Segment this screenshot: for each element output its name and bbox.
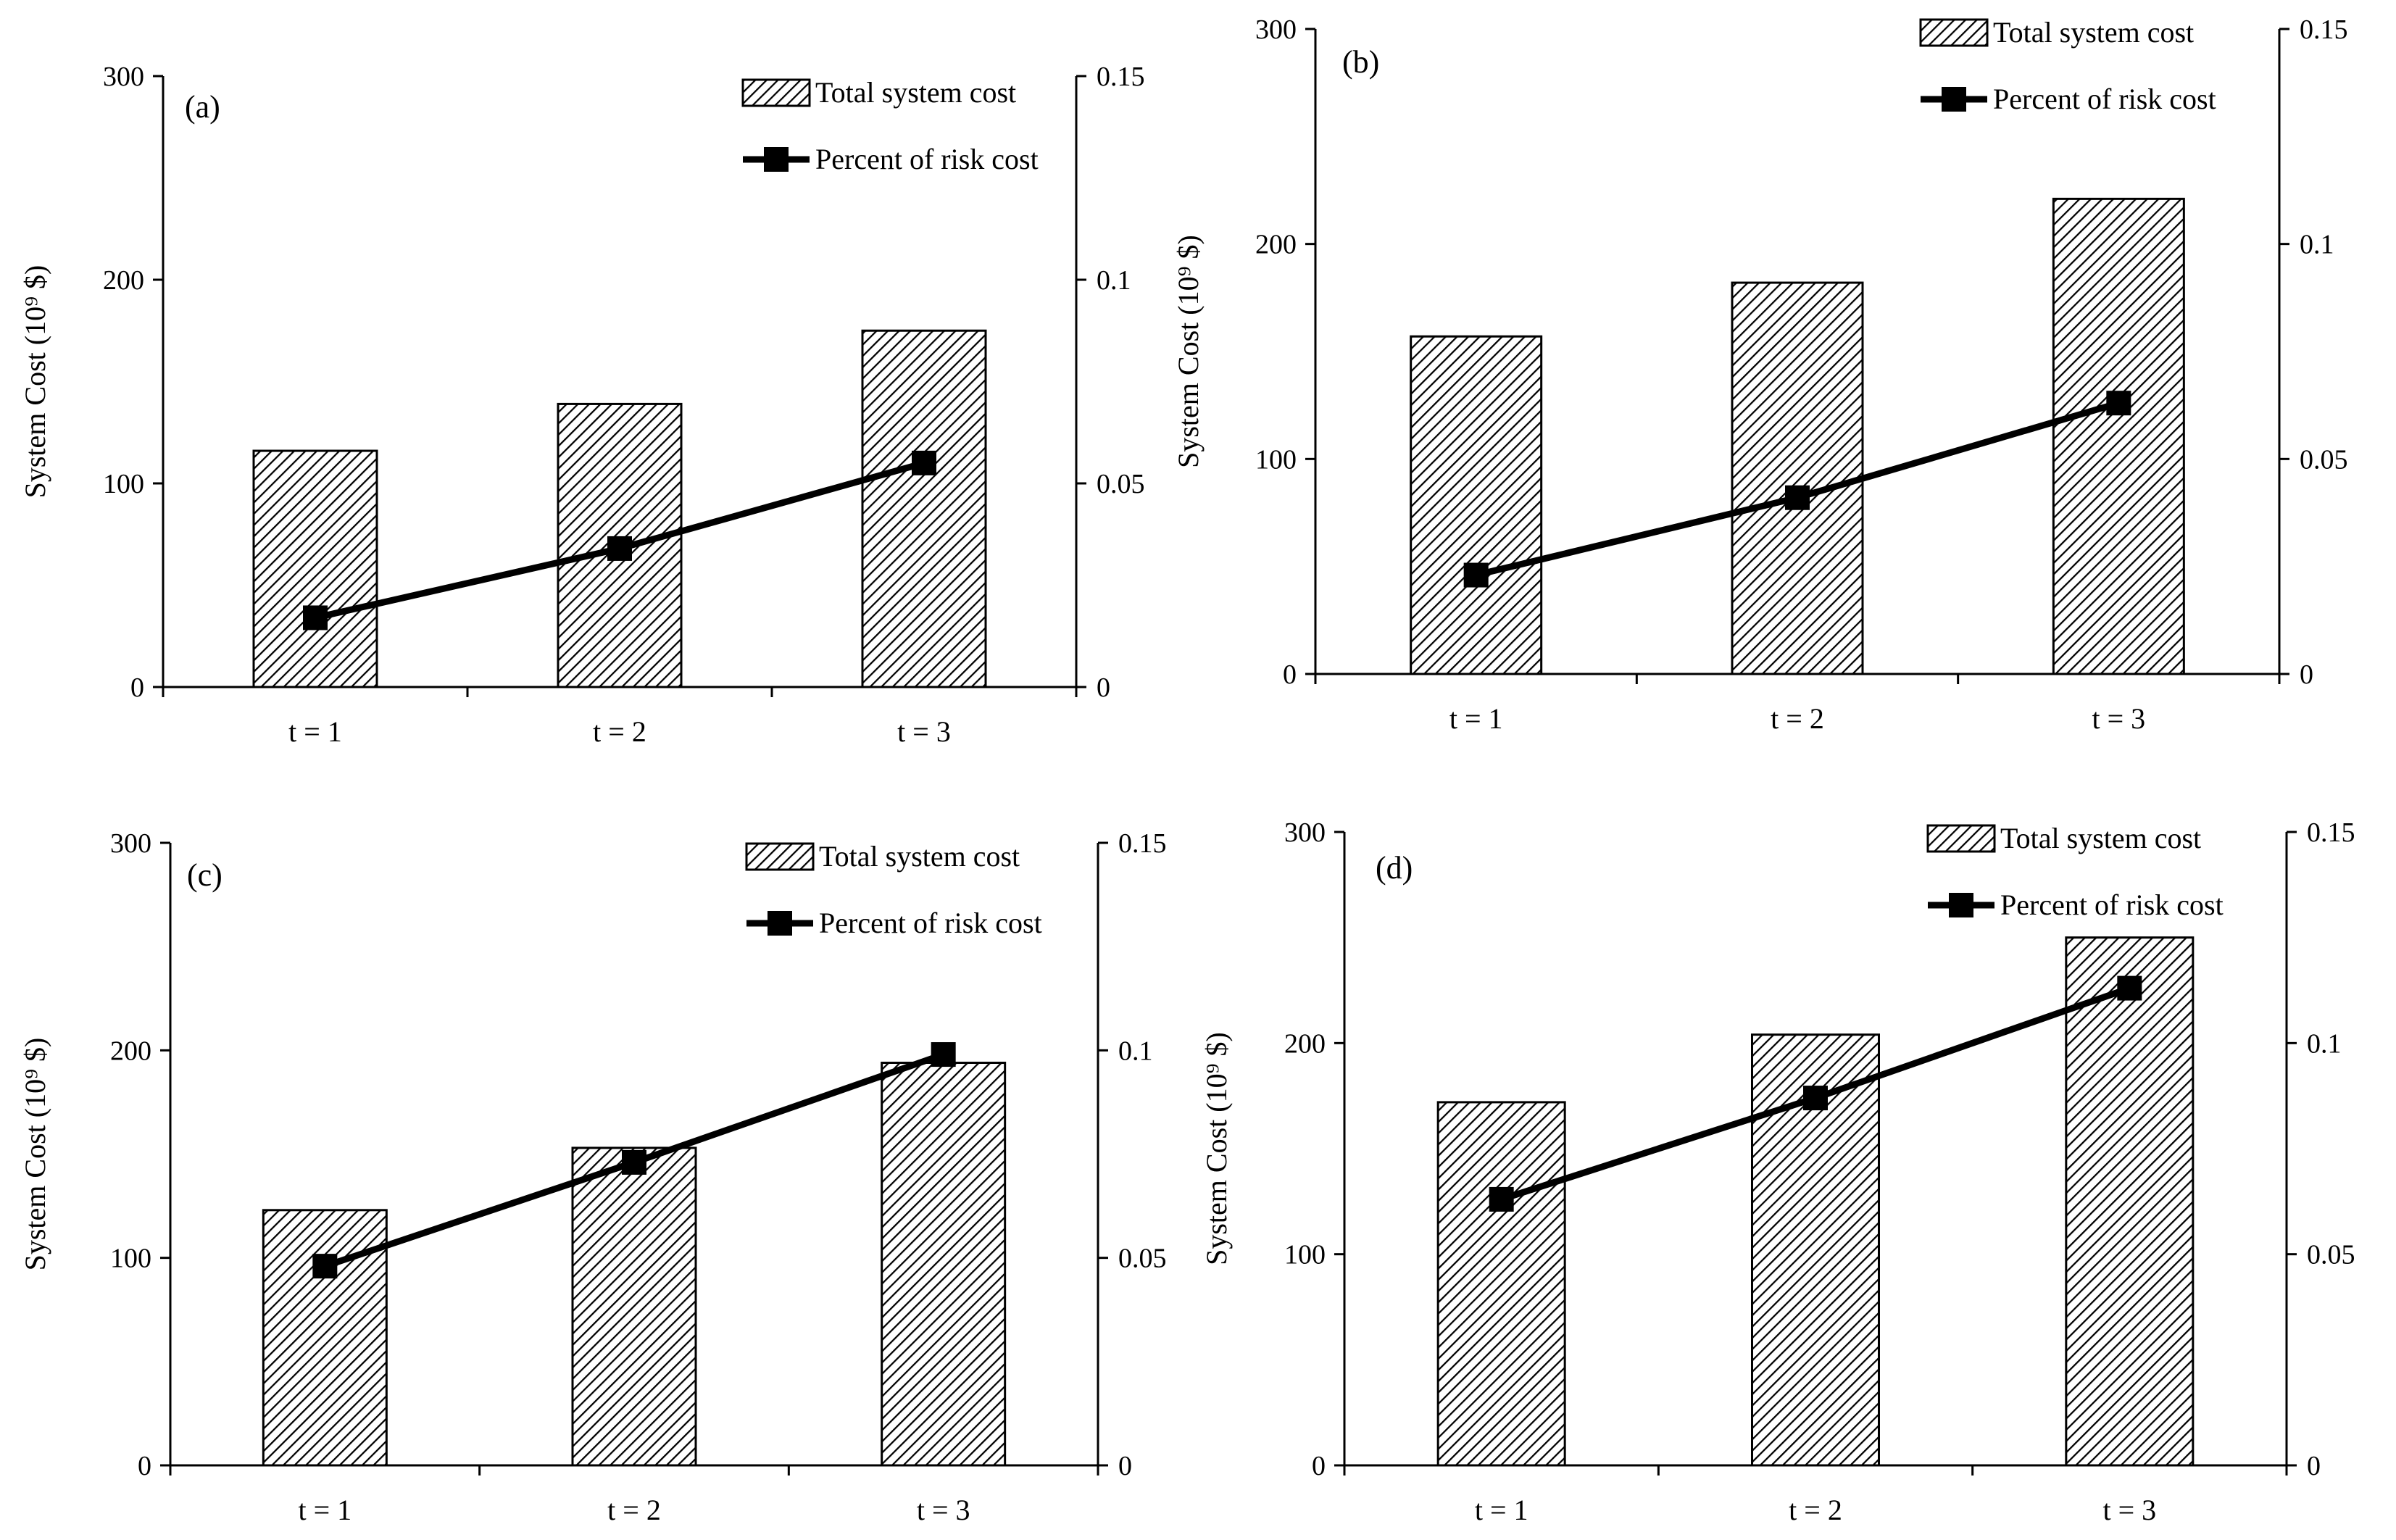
legend-bar-label: Total system cost (1993, 16, 2194, 49)
left-tick-label: 200 (1284, 1028, 1326, 1059)
right-tick-label: 0.05 (1097, 469, 1145, 499)
bar-3 (881, 1062, 1007, 1467)
right-tick-label: 0.15 (2300, 14, 2348, 45)
bar-3 (861, 329, 987, 688)
x-tick-label: t = 1 (298, 1494, 352, 1526)
left-tick-label: 100 (110, 1244, 151, 1274)
bar-2 (1731, 281, 1864, 675)
x-tick-label: t = 1 (288, 715, 342, 748)
left-tick-label: 300 (1255, 14, 1297, 45)
right-tick-label: 0.1 (1097, 265, 1131, 296)
legend-line-label: Percent of risk cost (819, 907, 1042, 939)
right-tick-label: 0.1 (2300, 230, 2334, 260)
left-tick-label: 100 (103, 469, 144, 499)
x-tick-label: t = 3 (917, 1494, 970, 1526)
legend-line-label: Percent of risk cost (2000, 888, 2224, 921)
bar-2 (571, 1146, 697, 1467)
risk-cost-marker-3 (2117, 975, 2142, 1001)
risk-cost-marker-1 (303, 605, 328, 630)
right-tick-label: 0.15 (1097, 62, 1145, 92)
right-tick-label: 0 (2300, 659, 2313, 690)
risk-cost-marker-2 (622, 1149, 646, 1175)
right-tick-label: 0.15 (2307, 817, 2355, 848)
bar-3 (2052, 197, 2185, 675)
risk-cost-marker-2 (1803, 1086, 1828, 1111)
left-tick-label: 0 (130, 673, 144, 703)
left-tick-label: 0 (1312, 1451, 1326, 1481)
legend: Total system cost Percent of risk cost (1926, 822, 2224, 921)
left-tick-label: 100 (1284, 1240, 1326, 1270)
x-tick-label: t = 2 (1789, 1494, 1842, 1526)
panel-label: (c) (187, 857, 222, 893)
legend: Total system cost Percent of risk cost (741, 76, 1039, 175)
left-tick-label: 0 (138, 1451, 151, 1481)
left-tick-label: 300 (103, 62, 144, 92)
chart-panel-b: 0 100 200 300 0 0.05 0.1 0.15 t = 1 t = 2 t = 3 Sys… (1172, 14, 2348, 735)
right-tick-label: 0.15 (1118, 828, 1167, 859)
legend-line-label: Percent of risk cost (1993, 83, 2216, 115)
legend-bar-label: Total system cost (2000, 822, 2201, 854)
risk-cost-marker-3 (912, 450, 936, 475)
right-tick-label: 0.05 (2307, 1240, 2355, 1270)
chart-panel-a: 0 100 200 300 0 0.05 0.1 0.15 t = 1 t = 2 t = 3 Sys… (19, 62, 1145, 748)
right-tick-label: 0.05 (2300, 444, 2348, 475)
left-tick-label: 200 (103, 265, 144, 296)
x-tick-label: t = 3 (2092, 702, 2145, 735)
legend-line-marker (1942, 87, 1966, 112)
left-tick-label: 300 (110, 828, 151, 859)
legend-line-marker (1949, 893, 1973, 917)
bar-1 (1436, 1101, 1566, 1467)
legend-line-marker (764, 147, 789, 172)
legend-bar-swatch (745, 842, 815, 871)
y-axis-label: System Cost (10⁹ $) (1200, 1032, 1233, 1265)
panel-label: (d) (1376, 850, 1413, 886)
left-tick-label: 200 (1255, 230, 1297, 260)
legend: Total system cost Percent of risk cost (1919, 16, 2216, 115)
right-tick-label: 0 (1118, 1451, 1132, 1481)
panel-label: (a) (185, 89, 220, 125)
x-tick-label: t = 2 (607, 1494, 661, 1526)
left-tick-label: 300 (1284, 817, 1326, 848)
risk-cost-marker-1 (1463, 562, 1489, 588)
right-tick-label: 0.05 (1118, 1244, 1167, 1274)
legend-bar-swatch (1926, 824, 1996, 853)
y-axis-label: System Cost (10⁹ $) (1172, 235, 1205, 468)
chart-panel-c: 0 100 200 300 0 0.05 0.1 0.15 t = 1 t = 2 t = 3 Sys… (19, 828, 1167, 1526)
risk-cost-marker-2 (607, 536, 632, 561)
legend-bar-label: Total system cost (819, 840, 1020, 873)
right-tick-label: 0.1 (2307, 1028, 2342, 1059)
left-tick-label: 0 (1283, 659, 1297, 690)
right-tick-label: 0 (1097, 673, 1110, 703)
risk-cost-marker-2 (1785, 485, 1810, 510)
x-tick-label: t = 1 (1449, 702, 1503, 735)
chart-panel-d: 0 100 200 300 0 0.05 0.1 0.15 t = 1 t = 2 t = 3 Sys… (1200, 817, 2355, 1526)
left-tick-label: 200 (110, 1036, 151, 1066)
risk-cost-marker-3 (931, 1042, 956, 1067)
y-axis-label: System Cost (10⁹ $) (19, 1038, 51, 1271)
risk-cost-marker-3 (2106, 391, 2131, 416)
x-tick-label: t = 2 (593, 715, 646, 748)
x-tick-label: t = 3 (897, 715, 951, 748)
x-tick-label: t = 1 (1475, 1494, 1528, 1526)
bar-1 (1410, 335, 1543, 675)
x-tick-label: t = 2 (1771, 702, 1824, 735)
legend-bar-label: Total system cost (815, 76, 1016, 109)
x-tick-label: t = 3 (2102, 1494, 2156, 1526)
legend-bar-swatch (1919, 18, 1989, 47)
bar-1 (252, 449, 378, 688)
right-tick-label: 0.1 (1118, 1036, 1153, 1066)
panel-label: (b) (1342, 44, 1379, 80)
legend: Total system cost Percent of risk cost (745, 840, 1042, 939)
risk-cost-marker-1 (312, 1254, 338, 1279)
bar-3 (2065, 936, 2195, 1467)
right-tick-label: 0 (2307, 1451, 2321, 1481)
y-axis-label: System Cost (10⁹ $) (19, 265, 51, 499)
legend-line-marker (768, 911, 792, 936)
risk-cost-marker-1 (1489, 1186, 1514, 1212)
left-tick-label: 100 (1255, 444, 1297, 475)
legend-line-label: Percent of risk cost (815, 143, 1039, 175)
legend-bar-swatch (741, 78, 811, 107)
